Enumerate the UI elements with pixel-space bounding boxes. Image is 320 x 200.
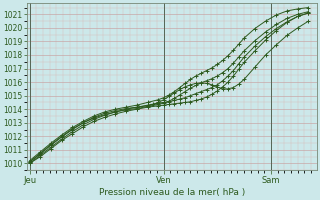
- X-axis label: Pression niveau de la mer( hPa ): Pression niveau de la mer( hPa ): [99, 188, 245, 197]
